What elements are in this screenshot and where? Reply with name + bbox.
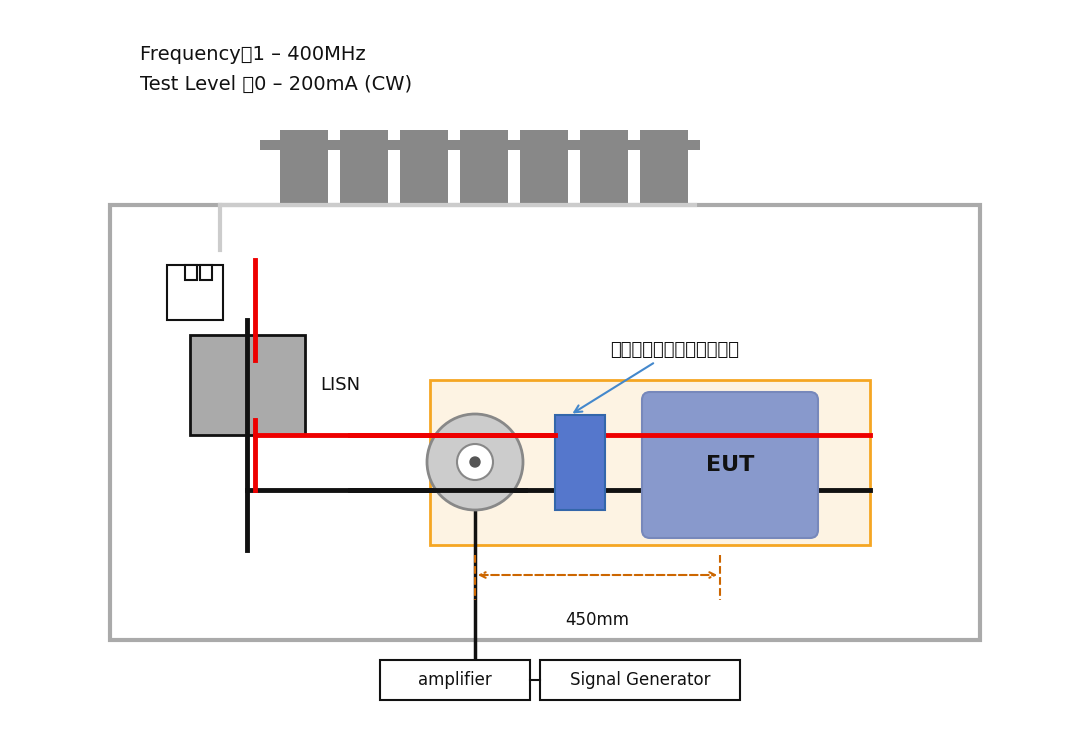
- Bar: [555, 415, 605, 510]
- Bar: [580, 130, 627, 205]
- Bar: [380, 660, 530, 700]
- Bar: [167, 265, 222, 320]
- Bar: [260, 140, 700, 150]
- Text: amplifier: amplifier: [418, 671, 491, 689]
- Bar: [200, 265, 212, 280]
- Bar: [540, 660, 740, 700]
- Text: Frequency：1 – 400MHz: Frequency：1 – 400MHz: [140, 45, 366, 64]
- FancyBboxPatch shape: [642, 392, 818, 538]
- Bar: [247, 335, 305, 435]
- Bar: [190, 335, 247, 435]
- Bar: [430, 380, 870, 545]
- Circle shape: [457, 444, 492, 480]
- Text: LISN: LISN: [320, 376, 360, 394]
- Circle shape: [427, 414, 523, 510]
- Bar: [185, 265, 197, 280]
- Text: 安装了共模押流线圈的基板: 安装了共模押流线圈的基板: [575, 341, 739, 412]
- Bar: [400, 130, 448, 205]
- Circle shape: [470, 457, 480, 467]
- Text: Test Level ：0 – 200mA (CW): Test Level ：0 – 200mA (CW): [140, 75, 413, 94]
- Text: 450mm: 450mm: [566, 611, 630, 629]
- Text: EUT: EUT: [706, 455, 754, 475]
- Bar: [519, 130, 568, 205]
- Bar: [640, 130, 688, 205]
- Bar: [110, 205, 980, 640]
- Bar: [280, 130, 328, 205]
- Text: Signal Generator: Signal Generator: [570, 671, 711, 689]
- Bar: [460, 130, 508, 205]
- Bar: [340, 130, 388, 205]
